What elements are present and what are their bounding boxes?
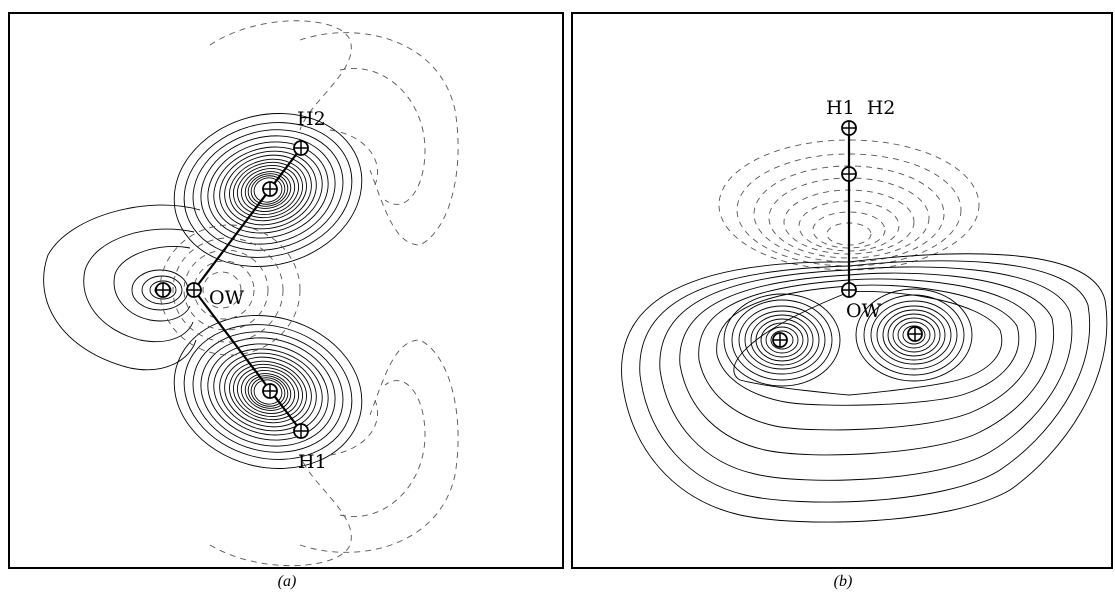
panel-a-caption: (a) xyxy=(278,573,297,590)
panel-a: H2 OW H1 xyxy=(8,12,564,569)
panel-a-atoms xyxy=(155,140,309,439)
contour-lobe-lower xyxy=(173,315,363,469)
atom-marker-icon xyxy=(262,383,278,399)
atom-label-ow: OW xyxy=(209,287,245,309)
panel-b: H1 H2 OW xyxy=(571,12,1113,569)
contour-lobe-right xyxy=(855,288,973,382)
panel-a-frame xyxy=(8,12,564,569)
atom-marker-icon xyxy=(293,140,309,156)
atom-marker-icon xyxy=(186,282,202,298)
atom-marker-icon xyxy=(841,166,857,182)
atom-label-h2: H2 xyxy=(297,108,326,130)
atom-marker-icon xyxy=(155,282,171,298)
bond-ow-h1 xyxy=(193,289,302,432)
panel-b-positive-contours xyxy=(621,253,1108,523)
panel-b-caption: (b) xyxy=(834,573,853,590)
atom-marker-icon xyxy=(772,332,788,348)
atom-marker-icon xyxy=(841,282,857,298)
atom-marker-icon xyxy=(293,423,309,439)
atom-marker-icon xyxy=(262,181,278,197)
atom-label-h1: H1 xyxy=(298,451,327,473)
atom-marker-icon xyxy=(841,120,857,136)
contour-lobe-upper xyxy=(173,113,363,267)
atom-label-h1-h2: H1 H2 xyxy=(826,97,895,119)
atom-label-ow: OW xyxy=(846,300,882,322)
contour-lobe-left xyxy=(723,293,841,387)
panel-b-atoms xyxy=(772,120,923,348)
panel-a-bonds xyxy=(193,147,302,432)
bond-ow-h2 xyxy=(193,147,302,291)
panel-a-positive-contours xyxy=(43,113,363,469)
atom-marker-icon xyxy=(907,326,923,342)
